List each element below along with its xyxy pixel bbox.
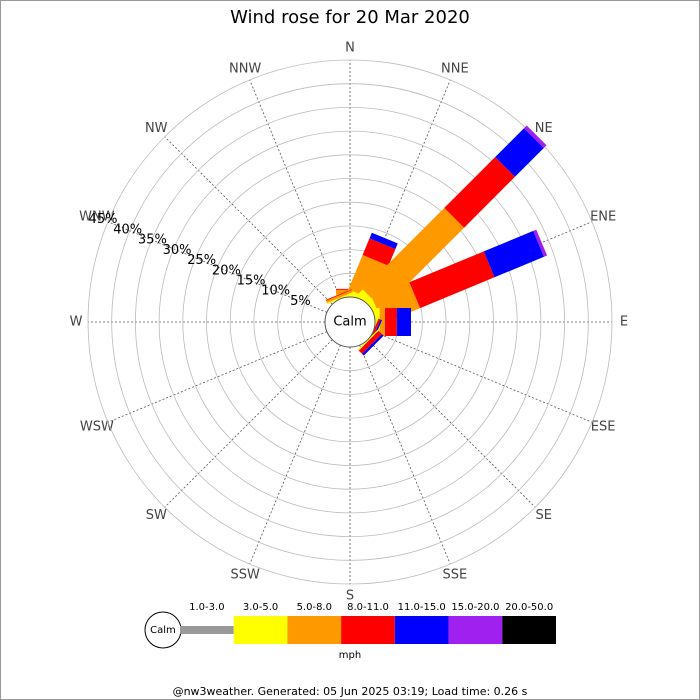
direction-label: NE (535, 121, 553, 136)
spoke (249, 344, 341, 565)
rose-segment (357, 329, 379, 351)
grid-ring (111, 83, 589, 561)
rose-segment (362, 334, 384, 356)
legend-label: 11.0-15.0 (398, 602, 446, 613)
direction-label: NNW (229, 61, 261, 76)
r-tick-label: 15% (237, 274, 266, 289)
legend-unit: mph (339, 650, 361, 661)
rose-segment (358, 330, 382, 354)
rose-segment (396, 308, 411, 336)
grid-ring (253, 225, 447, 419)
rose-segment (362, 207, 465, 310)
legend-label: 3.0-5.0 (243, 602, 278, 613)
grid-ring (158, 130, 542, 514)
direction-label: NW (145, 121, 168, 136)
r-tick-label: 30% (163, 243, 192, 258)
spoke (249, 79, 341, 300)
legend-swatch (287, 616, 342, 644)
direction-label: W (70, 315, 83, 330)
calm-circle (324, 296, 376, 348)
r-tick-label: 35% (138, 233, 167, 248)
spoke (107, 331, 328, 423)
calm-label: Calm (333, 315, 366, 330)
direction-label: WNW (79, 210, 115, 225)
chart-title: Wind rose for 20 Mar 2020 (230, 7, 470, 28)
legend-swatch (180, 626, 234, 634)
direction-label: N (345, 41, 355, 56)
spoke (107, 221, 328, 313)
r-tick-label: 5% (290, 294, 311, 309)
direction-label: SSW (230, 568, 260, 583)
footer: @nw3weather. Generated: 05 Jun 2025 03:1… (173, 685, 528, 698)
r-tick-label: 40% (113, 222, 142, 237)
direction-label: SSE (442, 568, 467, 583)
spoke (372, 221, 593, 313)
legend-swatch (448, 616, 503, 644)
rose-segment (362, 238, 396, 266)
legend-swatch (394, 616, 449, 644)
spoke (164, 136, 333, 305)
direction-label: NNE (441, 61, 469, 76)
direction-label: ENE (590, 210, 616, 225)
legend-label: 8.0-11.0 (347, 602, 389, 613)
direction-label: ESE (591, 419, 616, 434)
rose-segment (325, 289, 352, 301)
rose-segment (326, 290, 353, 303)
legend-swatch (502, 616, 556, 644)
legend-calm-label: Calm (150, 625, 176, 636)
legend-label: 1.0-3.0 (189, 602, 224, 613)
direction-label: SW (146, 508, 167, 523)
grid-ring (277, 249, 423, 395)
grid-ring (134, 106, 566, 538)
rose-segment (444, 157, 515, 228)
spoke (372, 331, 593, 423)
rose-segment (533, 229, 548, 257)
spoke (164, 339, 333, 508)
legend-swatch (341, 616, 395, 644)
spoke (359, 79, 451, 300)
rose-segment (524, 125, 547, 148)
rose-segment (327, 292, 354, 305)
rose-segment (379, 308, 385, 336)
outer-ring (87, 59, 613, 585)
spoke (359, 344, 451, 565)
rose-segment (409, 251, 495, 309)
direction-label: WSW (80, 419, 114, 434)
legend-label: 15.0-20.0 (451, 602, 499, 613)
r-tick-label: 25% (187, 253, 216, 268)
grid-ring (182, 154, 518, 490)
legend-swatch (233, 616, 288, 644)
r-tick-label: 20% (212, 263, 241, 278)
legend-label: 20.0-50.0 (505, 602, 553, 613)
spoke (367, 339, 536, 508)
rose-segment (495, 128, 544, 177)
direction-label: S (346, 589, 354, 604)
r-tick-label: 10% (261, 284, 290, 299)
grid-ring (206, 178, 494, 466)
direction-label: SE (536, 508, 552, 523)
rose-segment (483, 230, 544, 278)
legend-label: 5.0-8.0 (297, 602, 332, 613)
rose-segment (369, 232, 398, 250)
grid-ring (229, 201, 471, 443)
direction-label: E (620, 315, 628, 330)
r-tick-label: 45% (89, 212, 118, 227)
rose-segment (385, 308, 397, 336)
